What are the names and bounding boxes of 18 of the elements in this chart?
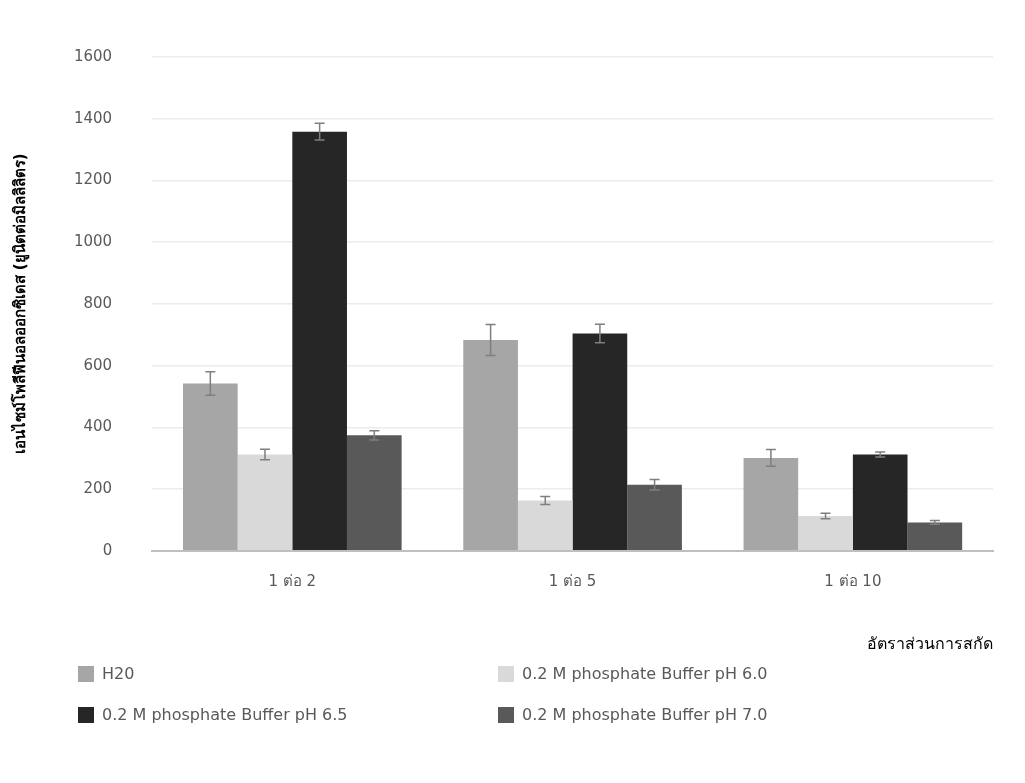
y-tick-label: 600 (83, 355, 113, 374)
legend-label: H20 (102, 664, 135, 683)
y-tick-label: 1600 (73, 46, 113, 65)
y-tick-label: 200 (83, 478, 113, 497)
x-axis-title: อัตราส่วนการสกัด (867, 633, 993, 653)
y-tick-label: 1400 (73, 108, 113, 127)
legend-label: 0.2 M phosphate Buffer pH 6.5 (102, 705, 348, 724)
x-tick-label: 1 ต่อ 2 (268, 571, 317, 590)
x-tick-label: 1 ต่อ 10 (824, 571, 882, 590)
y-tick-label: 1200 (73, 170, 113, 189)
y-tick-label: 1000 (73, 232, 113, 251)
legend-label: 0.2 M phosphate Buffer pH 6.0 (522, 664, 768, 683)
x-tick-label: 1 ต่อ 5 (548, 571, 597, 590)
y-tick-label: 0 (102, 540, 113, 559)
y-tick-label: 800 (83, 293, 113, 312)
y-axis-title: เอนไซม์โพลีฟีนอลออกซิเดส (ยูนิตต่อมิลลิลิตร) (9, 153, 30, 455)
y-tick-label: 400 (83, 417, 113, 436)
legend-label: 0.2 M phosphate Buffer pH 7.0 (522, 705, 768, 724)
